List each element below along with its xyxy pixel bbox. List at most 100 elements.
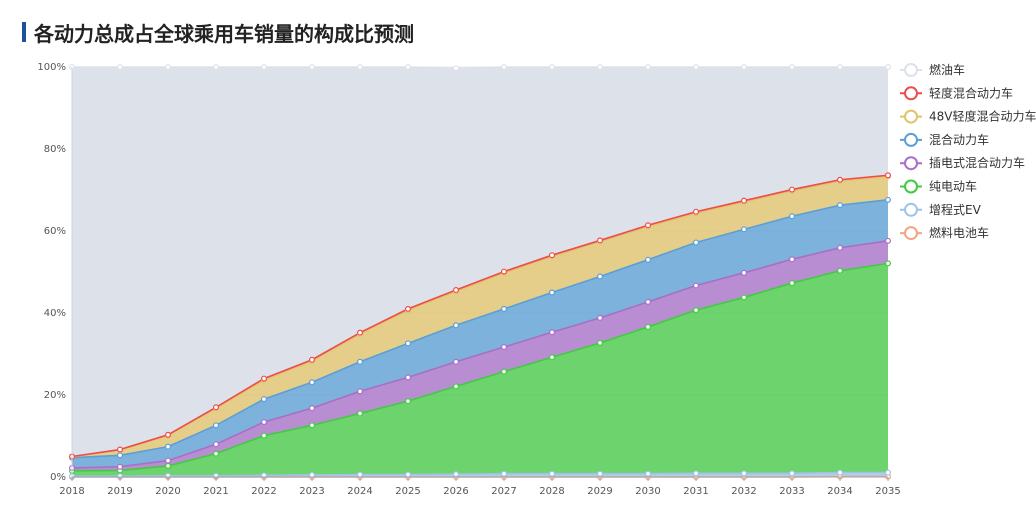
point-纯电动车 — [884, 260, 891, 267]
point-轻度混合动力车 — [788, 186, 795, 193]
point-燃油车 — [357, 63, 364, 70]
x-tick-label: 2035 — [875, 486, 900, 497]
point-增程式EV — [453, 471, 460, 478]
point-纯电动车 — [453, 383, 460, 390]
point-混合动力车 — [453, 322, 460, 329]
point-插电式混合动力车 — [884, 237, 891, 244]
point-混合动力车 — [261, 396, 268, 403]
point-混合动力车 — [309, 379, 316, 386]
point-插电式混合动力车 — [788, 256, 795, 263]
point-轻度混合动力车 — [836, 176, 843, 183]
legend-label-燃油车: 燃油车 — [929, 62, 965, 77]
point-纯电动车 — [261, 432, 268, 439]
point-混合动力车 — [740, 226, 747, 233]
point-混合动力车 — [692, 239, 699, 246]
y-tick-label: 40% — [44, 308, 66, 319]
point-燃油车 — [884, 63, 891, 70]
point-混合动力车 — [596, 273, 603, 280]
point-混合动力车 — [644, 256, 651, 263]
legend-marker-轻度混合动力车 — [904, 86, 918, 101]
x-tick-label: 2028 — [539, 486, 564, 497]
x-tick-label: 2024 — [347, 486, 372, 497]
point-燃油车 — [501, 63, 508, 70]
area-纯电动车 — [72, 263, 888, 477]
point-轻度混合动力车 — [405, 305, 412, 312]
point-插电式混合动力车 — [453, 358, 460, 365]
line-燃油车 — [72, 66, 888, 70]
point-插电式混合动力车 — [309, 405, 316, 412]
legend-label-混合动力车: 混合动力车 — [929, 132, 989, 147]
line-增程式EV — [72, 471, 888, 477]
point-燃油车 — [405, 63, 412, 70]
point-燃油车 — [453, 65, 460, 72]
x-tick-label: 2034 — [827, 486, 852, 497]
point-增程式EV — [644, 470, 651, 477]
point-混合动力车 — [501, 305, 508, 312]
y-tick-label: 20% — [44, 390, 66, 401]
line-混合动力车 — [71, 199, 889, 459]
x-tick-label: 2026 — [443, 486, 468, 497]
x-tick-label: 2019 — [107, 486, 132, 497]
point-插电式混合动力车 — [501, 344, 508, 351]
legend-marker-燃油车 — [904, 63, 918, 77]
point-增程式EV — [692, 470, 699, 477]
point-纯电动车 — [644, 323, 651, 330]
point-混合动力车 — [884, 196, 891, 203]
point-混合动力车 — [165, 443, 172, 450]
point-插电式混合动力车 — [740, 269, 747, 276]
point-插电式混合动力车 — [692, 282, 699, 289]
point-燃油车 — [309, 63, 316, 70]
point-增程式EV — [405, 471, 412, 478]
point-燃油车 — [596, 63, 603, 70]
point-燃油车 — [836, 63, 843, 70]
x-tick-label: 2022 — [251, 486, 276, 497]
line-插电式混合动力车 — [71, 240, 889, 469]
point-轻度混合动力车 — [501, 268, 508, 275]
x-tick-label: 2030 — [635, 486, 660, 497]
y-tick-label: 100% — [37, 62, 66, 73]
legend-label-轻度混合动力车: 轻度混合动力车 — [929, 85, 1013, 100]
y-tick-label: 60% — [44, 226, 66, 237]
y-tick-label: 80% — [44, 144, 66, 155]
point-轻度混合动力车 — [357, 329, 364, 336]
point-轻度混合动力车 — [596, 237, 603, 244]
point-轻度混合动力车 — [165, 431, 172, 438]
point-混合动力车 — [213, 422, 220, 429]
point-轻度混合动力车 — [309, 356, 316, 363]
point-插电式混合动力车 — [261, 419, 268, 426]
point-纯电动车 — [309, 422, 316, 429]
point-增程式EV — [788, 470, 795, 477]
chart-areas — [72, 67, 888, 477]
point-混合动力车 — [357, 358, 364, 365]
x-tick-label: 2031 — [683, 486, 708, 497]
point-增程式EV — [596, 470, 603, 477]
area-燃油车 — [72, 67, 888, 457]
title-accent-bar — [22, 22, 26, 42]
x-tick-label: 2033 — [779, 486, 804, 497]
point-混合动力车 — [116, 452, 123, 459]
point-轻度混合动力车 — [213, 404, 220, 411]
point-轻度混合动力车 — [692, 208, 699, 215]
point-轻度混合动力车 — [884, 172, 891, 179]
area-48V轻度混合动力车 — [72, 176, 888, 458]
point-增程式EV — [548, 470, 555, 477]
point-纯电动车 — [692, 307, 699, 314]
line-纯电动车 — [71, 262, 889, 472]
point-插电式混合动力车 — [405, 374, 412, 381]
point-轻度混合动力车 — [740, 197, 747, 204]
x-tick-label: 2020 — [155, 486, 180, 497]
chart-points — [68, 63, 891, 481]
point-混合动力车 — [788, 213, 795, 220]
x-tick-label: 2032 — [731, 486, 756, 497]
point-插电式混合动力车 — [644, 298, 651, 305]
x-tick-label: 2025 — [395, 486, 420, 497]
point-插电式混合动力车 — [165, 457, 172, 464]
point-燃油车 — [165, 63, 172, 70]
point-燃油车 — [213, 63, 220, 70]
point-纯电动车 — [788, 280, 795, 287]
point-插电式混合动力车 — [596, 314, 603, 321]
legend-marker-增程式EV — [904, 202, 918, 217]
legend-marker-纯电动车 — [904, 179, 918, 194]
